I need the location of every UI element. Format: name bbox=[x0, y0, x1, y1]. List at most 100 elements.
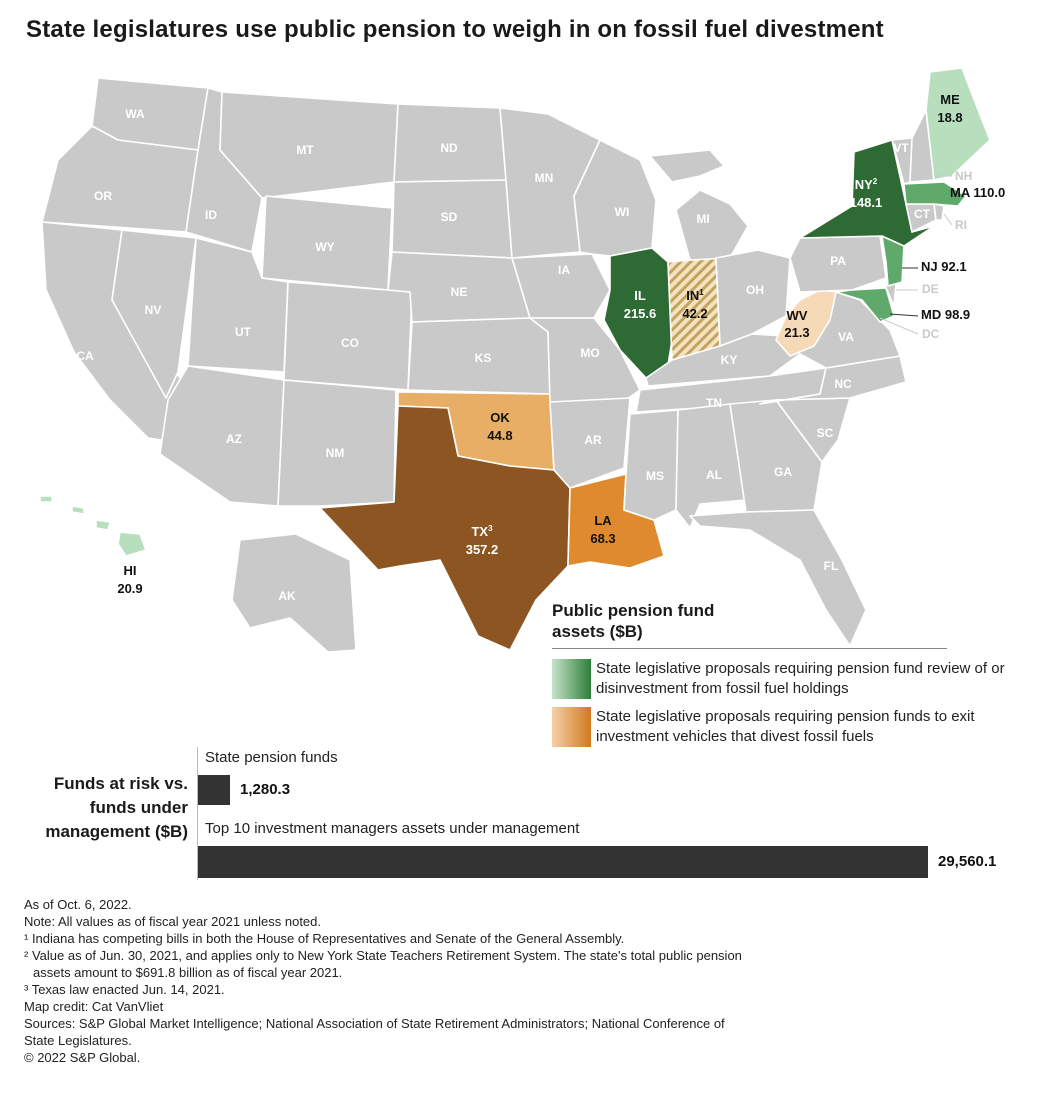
state-wv bbox=[775, 289, 837, 357]
note-footnote-2-cont: assets amount to $691.8 billion as of fi… bbox=[33, 965, 343, 980]
bar-chart-title: Funds at risk vs. funds under management… bbox=[45, 774, 188, 841]
map-label-ne: NE bbox=[451, 285, 468, 299]
map-label-ri: RI bbox=[955, 218, 967, 232]
map-label-fl: FL bbox=[824, 559, 839, 573]
state-fl bbox=[689, 509, 867, 647]
bar-category-label-1: Top 10 investment managers assets under … bbox=[205, 820, 580, 837]
map-label-ks: KS bbox=[475, 351, 492, 365]
legend-label-orange: State legislative proposals requiring pe… bbox=[596, 708, 975, 745]
legend-label-green: State legislative proposals requiring pe… bbox=[596, 660, 1005, 697]
map-abbr-tx: TX3 bbox=[471, 524, 493, 539]
map-label-ma-value: MA 110.0 bbox=[950, 185, 1005, 200]
map-legend: Public pension fund assets ($B) State le… bbox=[552, 600, 1032, 755]
map-value-la: 68.3 bbox=[590, 531, 615, 546]
map-value-hi: 20.9 bbox=[117, 581, 142, 596]
legend-title: Public pension fund assets ($B) bbox=[552, 601, 715, 641]
map-label-co: CO bbox=[341, 336, 359, 350]
map-label-az: AZ bbox=[226, 432, 242, 446]
footnotes: As of Oct. 6, 2022. Note: All values as … bbox=[24, 896, 1034, 1066]
bar-value-label-0: 1,280.3 bbox=[240, 781, 291, 798]
state-mi bbox=[649, 149, 749, 261]
map-label-mi: MI bbox=[696, 212, 709, 226]
note-sources-cont: State Legislatures. bbox=[24, 1033, 132, 1048]
map-value-wv: 21.3 bbox=[784, 325, 809, 340]
us-map: WA OR CA NV ID MT WY UT CO AZ NM ND SD N… bbox=[39, 67, 1005, 653]
state-ms bbox=[623, 409, 679, 521]
map-label-ut: UT bbox=[235, 325, 252, 339]
legend-swatch-green bbox=[552, 659, 591, 699]
note-footnote-1: ¹ Indiana has competing bills in both th… bbox=[24, 931, 625, 946]
map-label-nd: ND bbox=[440, 141, 458, 155]
map-label-tn: TN bbox=[706, 396, 722, 410]
state-ar bbox=[549, 397, 631, 489]
state-me bbox=[925, 67, 991, 181]
note-footnote-3: ³ Texas law enacted Jun. 14, 2021. bbox=[24, 982, 225, 997]
state-ak bbox=[231, 533, 357, 653]
map-label-md-value: MD 98.9 bbox=[921, 307, 970, 322]
map-label-dc: DC bbox=[922, 327, 940, 341]
bar-top10-managers-aum bbox=[198, 846, 928, 878]
map-label-nm: NM bbox=[326, 446, 345, 460]
map-label-ak: AK bbox=[278, 589, 296, 603]
state-ri bbox=[933, 203, 945, 221]
map-abbr-in: IN1 bbox=[686, 288, 704, 303]
bar-category-label-0: State pension funds bbox=[205, 749, 338, 766]
map-label-wi: WI bbox=[615, 205, 630, 219]
map-abbr-il: IL bbox=[634, 288, 646, 303]
map-value-in: 42.2 bbox=[682, 306, 707, 321]
state-ga bbox=[729, 399, 823, 513]
map-label-nh: NH bbox=[955, 169, 972, 183]
map-label-mt: MT bbox=[296, 143, 314, 157]
legend-item-orange: State legislative proposals requiring pe… bbox=[552, 707, 1032, 747]
map-abbr-la: LA bbox=[594, 513, 612, 528]
map-label-ca: CA bbox=[76, 349, 94, 363]
map-label-ga: GA bbox=[774, 465, 792, 479]
map-label-vt: VT bbox=[893, 141, 909, 155]
map-label-nc: NC bbox=[834, 377, 852, 391]
state-mt bbox=[219, 91, 399, 199]
state-hi bbox=[39, 495, 147, 557]
map-abbr-ny: NY2 bbox=[855, 177, 878, 192]
map-label-sc: SC bbox=[817, 426, 834, 440]
map-label-va: VA bbox=[838, 330, 854, 344]
map-label-de: DE bbox=[922, 282, 939, 296]
map-value-tx: 357.2 bbox=[466, 542, 499, 557]
legend-item-green: State legislative proposals requiring pe… bbox=[552, 659, 1032, 699]
state-md bbox=[835, 287, 895, 323]
map-abbr-wv: WV bbox=[787, 308, 808, 323]
map-value-ny: 148.1 bbox=[850, 195, 883, 210]
map-label-ky: KY bbox=[721, 353, 738, 367]
bar-chart-axis bbox=[197, 747, 198, 880]
state-nm bbox=[277, 379, 397, 507]
map-label-ms: MS bbox=[646, 469, 664, 483]
state-tx bbox=[319, 405, 571, 651]
map-label-nv: NV bbox=[145, 303, 162, 317]
map-label-id: ID bbox=[205, 208, 217, 222]
bar-state-pension-funds bbox=[198, 775, 230, 805]
map-abbr-me: ME bbox=[940, 92, 960, 107]
note-map-credit: Map credit: Cat VanVliet bbox=[24, 999, 164, 1014]
map-label-wy: WY bbox=[315, 240, 334, 254]
map-label-ar: AR bbox=[584, 433, 602, 447]
note-general: Note: All values as of fiscal year 2021 … bbox=[24, 914, 322, 929]
map-label-or: OR bbox=[94, 189, 112, 203]
state-ma bbox=[903, 181, 967, 207]
legend-swatch-orange bbox=[552, 707, 591, 747]
map-value-me: 18.8 bbox=[937, 110, 962, 125]
map-label-sd: SD bbox=[441, 210, 458, 224]
state-mo bbox=[529, 317, 641, 405]
map-label-oh: OH bbox=[746, 283, 764, 297]
map-label-mn: MN bbox=[535, 171, 554, 185]
bar-value-label-1: 29,560.1 bbox=[938, 853, 997, 870]
note-copyright: © 2022 S&P Global. bbox=[24, 1050, 141, 1065]
map-label-ia: IA bbox=[558, 263, 570, 277]
map-label-wa: WA bbox=[125, 107, 145, 121]
note-footnote-2: ² Value as of Jun. 30, 2021, and applies… bbox=[24, 948, 742, 963]
map-label-mo: MO bbox=[580, 346, 599, 360]
note-sources: Sources: S&P Global Market Intelligence;… bbox=[24, 1016, 725, 1031]
map-value-il: 215.6 bbox=[624, 306, 657, 321]
map-label-al: AL bbox=[706, 468, 722, 482]
state-az bbox=[159, 365, 285, 507]
state-nv bbox=[111, 229, 197, 399]
map-label-ct: CT bbox=[914, 207, 931, 221]
